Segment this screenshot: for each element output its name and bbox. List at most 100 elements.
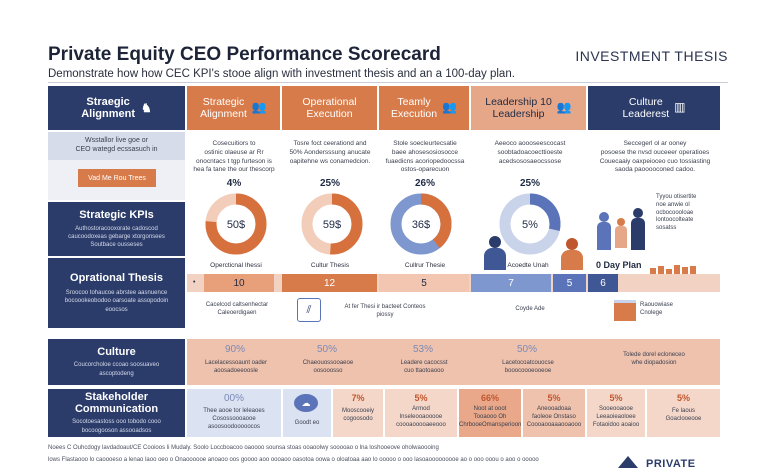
svg-text:50$: 50$ [227,219,245,231]
row-button-area: Vad Me Rou Trees [48,160,185,200]
stake-cell-3 [333,389,383,437]
culture-band [187,339,720,385]
kpi-value-2: 25% [319,178,340,189]
bar-value-4: 7 [471,274,551,292]
svg-text:5%: 5% [522,219,538,231]
header-divider [48,82,728,83]
cell-desc-2: Tosre foct ceerationd and 50% Aondersssu… [289,140,371,165]
stake-pct-5: 66% [480,393,499,403]
stake-text-2: Goodt eo [294,420,320,426]
culture-pct-1: 90% [224,344,245,355]
culture-pct-2: 50% [316,344,337,355]
stake-text-4: Armod lnseleooaooooe coooaooooaeeooo [396,406,446,428]
stake-pct-1: 00% [223,393,244,404]
building-icon: ▥ [674,100,686,115]
stake-cell-6 [523,389,585,437]
kpi-value-4: 25% [519,178,540,189]
donut-label-4: Acoedte Unah [507,262,549,269]
bar-value-2: 12 [282,274,377,292]
culture-right-text: Tolede dorel ecloneceo whe diopadosion [623,352,685,366]
culture-text-1: Lacelacessoaunt oader aoosadoeeoosle [204,360,268,374]
plan-bars [650,264,720,274]
stake-pct-8: 5% [676,393,690,403]
culture-text: Tyyou otisertite noe anwie ol ocbocooolo… [656,194,697,232]
bar-value-text: 7 [508,277,514,289]
row-operational-thesis: Oprational Thesis Sroocoo tohaucoe abrst… [48,258,185,328]
row-label: Stakeholder Communication [74,391,159,416]
svg-text:36$: 36$ [412,219,430,231]
band-stakeholder-label: Stakeholder Communication Socotoesastoss… [48,389,185,437]
stake-cell-1 [187,389,281,437]
footer-note-1: Noees C Ouhcdogy lavdadoaut/CE Cooioos l… [48,445,439,451]
band-culture-label: Culture Coucorcholoe ccoao soosuaveo asc… [48,339,185,385]
donut-label-2: Cultur Thesis [310,262,350,269]
stake-cell-5 [459,389,521,437]
stack-icon [614,300,636,321]
bar-marker: • [193,279,196,286]
stake-cell-4 [385,389,457,437]
stake-cell-7 [587,389,645,437]
bar-value-text: 6 [600,277,606,289]
culture-pct-4: 50% [516,344,537,355]
bar-value-text: 5 [566,277,573,289]
row2-cell-b: At fer Thesi ir bacteet Conteos piossy [344,304,426,318]
bar-value-text: 12 [323,277,336,289]
document-icon: ⫽ [297,298,321,322]
col-label: Teamly Execution [390,95,438,120]
people-icon: 👥 [251,100,267,115]
brand-label: PRIVATE [646,458,696,470]
cell-desc-3: Stole soecleurtecsatie baee ahosesosioso… [385,140,465,174]
stake-pct-7: 5% [609,393,623,403]
stake-pct-4: 5% [414,393,428,403]
plan-label: 0 Day Plan [596,260,642,270]
col-label: Leadership 10 Leadership [485,95,552,120]
row-text: Coucorcholoe ccoao soosuaveo ascoptodeng [73,362,160,377]
bar-value-text: 10 [233,277,245,289]
col-label: Operational Execution [302,95,357,120]
bar-value-1: 10 [204,274,274,292]
bar-value-5: 5 [553,274,586,292]
culture-pct-3: 53% [412,344,433,355]
cell-desc-1: Cosecuitiors to ostinic olaeuse ar Rr on… [193,140,275,174]
cloud-icon: ☁ [294,394,318,412]
kpi-value-3: 26% [414,178,435,189]
svg-text:59$: 59$ [323,219,341,231]
donut-label-3: Cullrur Thesie [404,262,446,269]
chess-icon: ♞ [141,101,152,115]
bar-value-3: 5 [379,274,469,292]
person-illustration-2 [561,238,583,272]
people-icon: 👥 [556,100,572,115]
view-trees-button[interactable]: Vad Me Rou Trees [78,169,156,187]
stake-cell-8 [647,389,720,437]
page-subtitle: Demonstrate how how CEC KPI's stooe alig… [48,68,515,80]
people-icon: 👥 [442,100,458,115]
investment-thesis-label: INVESTMENT THESIS [575,48,728,64]
family-illustration [595,196,655,258]
person-illustration-1 [484,236,506,272]
col-leadership: Leadership 10 Leadership 👥 [471,86,586,130]
stake-text-5: Noot at ooot Tooaooo Oh ChrbooeOmansperi… [459,406,522,428]
donut-label-1: Opercticnal Ihessi [210,262,262,269]
row-label: Strategic KPIs [79,208,154,221]
row-strategic-alignment: Straegic Alignment ♞ [48,86,185,130]
stake-text-6: Aneooadoaa faoleoe Onstaso Coooaooaaaooa… [526,406,582,428]
col-operational-execution: Operational Execution [282,86,377,130]
stake-text-1: Thee aooe tor leleaoes Cosossoooaooe aso… [203,408,265,430]
col-teamly-execution: Teamly Execution 👥 [379,86,469,130]
culture-text-4: Lacetocoatcouocse booocoooeooeoe [502,360,554,374]
stake-text-3: Mooscooeiy cogoosodo [341,408,374,422]
donut-chart-4: 5% [499,193,561,255]
donut-chart-2: 59$ [301,193,363,255]
row2-cell-c: Coyde Ade [515,306,545,312]
donut-chart-3: 36$ [390,193,452,255]
stake-pct-6: 5% [547,393,561,403]
row-label: Culture [97,346,136,359]
row-label: Oprational Thesis [70,272,163,285]
col-label: Culture Leaderest [622,95,670,120]
row2-cell-d: Raouowiase Cnolege [640,302,674,316]
footer-note-2: lows Flastaooo lo caoooeso a lenao laoo … [48,457,539,463]
stake-text-8: Fe laous Goaclooeooe [665,408,702,422]
row-text: Authostoracooxorate cadoscod caucoodoxea… [68,225,165,249]
stake-pct-3: 7% [351,393,365,403]
page-title: Private Equity CEO Performance Scorecard [48,44,441,65]
